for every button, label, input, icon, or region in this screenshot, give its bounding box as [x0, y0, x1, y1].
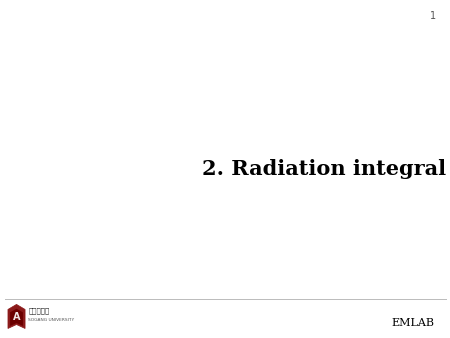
Text: EMLAB: EMLAB	[391, 318, 434, 328]
Polygon shape	[10, 309, 23, 326]
Text: 1: 1	[429, 11, 436, 21]
Text: A: A	[13, 312, 20, 322]
Text: 2. Radiation integral: 2. Radiation integral	[202, 159, 446, 179]
Text: 서강대학교: 서강대학교	[28, 307, 50, 314]
Polygon shape	[8, 305, 25, 329]
Text: SOGANG UNIVERSITY: SOGANG UNIVERSITY	[28, 318, 75, 322]
